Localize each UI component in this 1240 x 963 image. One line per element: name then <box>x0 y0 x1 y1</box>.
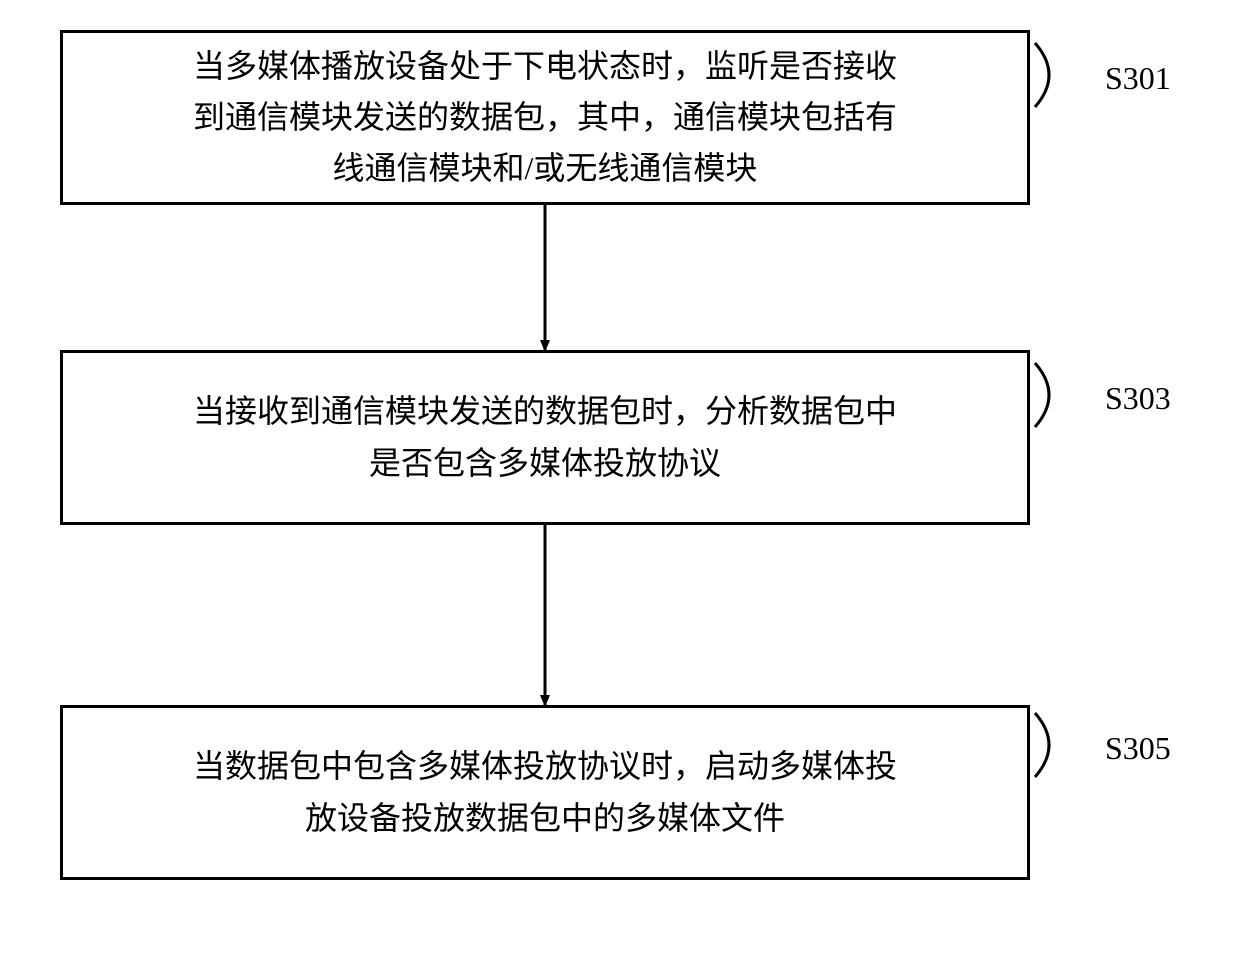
flow-node-s305: 当数据包中包含多媒体投放协议时，启动多媒体投 放设备投放数据包中的多媒体文件 <box>60 705 1030 880</box>
label-connector <box>1035 713 1049 777</box>
label-connector <box>1035 43 1049 107</box>
label-connector <box>1035 363 1049 427</box>
flow-node-text: 当数据包中包含多媒体投放协议时，启动多媒体投 放设备投放数据包中的多媒体文件 <box>193 741 897 843</box>
flow-node-text: 当多媒体播放设备处于下电状态时，监听是否接收 到通信模块发送的数据包，其中，通信… <box>193 41 897 195</box>
flowchart-canvas: 当多媒体播放设备处于下电状态时，监听是否接收 到通信模块发送的数据包，其中，通信… <box>0 0 1240 963</box>
flow-node-text: 当接收到通信模块发送的数据包时，分析数据包中 是否包含多媒体投放协议 <box>193 386 897 488</box>
step-label-s301: S301 <box>1105 60 1171 97</box>
step-label-s305: S305 <box>1105 730 1171 767</box>
step-label-s303: S303 <box>1105 380 1171 417</box>
flow-node-s303: 当接收到通信模块发送的数据包时，分析数据包中 是否包含多媒体投放协议 <box>60 350 1030 525</box>
flow-node-s301: 当多媒体播放设备处于下电状态时，监听是否接收 到通信模块发送的数据包，其中，通信… <box>60 30 1030 205</box>
